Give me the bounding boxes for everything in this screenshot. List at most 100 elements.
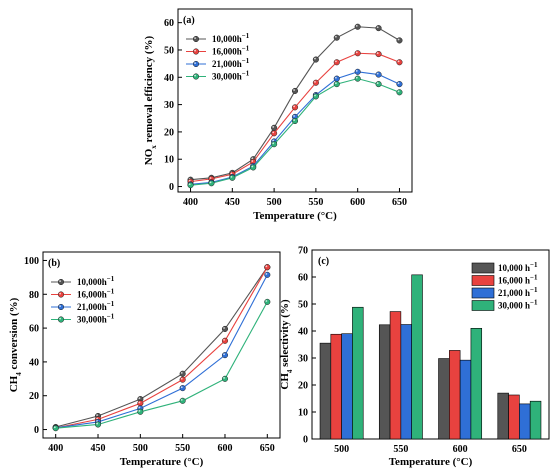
data-point-fill: [264, 271, 271, 278]
data-point-fill: [312, 56, 319, 63]
legend-marker-shine: [194, 49, 197, 52]
data-point-fill: [354, 23, 361, 30]
data-point-fill: [333, 81, 340, 88]
legend-entry-part: 21,000h: [77, 302, 107, 312]
data-point-shine: [397, 82, 400, 85]
data-point-shine: [397, 60, 400, 63]
data-point-shine: [138, 397, 141, 400]
panel-label: (b): [48, 258, 60, 269]
legend-marker-shine: [59, 280, 61, 282]
bar: [400, 324, 412, 440]
data-point: [375, 51, 382, 58]
legend-marker-fill: [192, 60, 200, 68]
data-point-shine: [180, 399, 183, 401]
panel-label: (a): [183, 15, 195, 26]
data-point-shine: [209, 181, 212, 184]
y-tick-label: 30: [298, 354, 308, 365]
data-point-shine: [180, 371, 183, 374]
data-point: [312, 56, 319, 63]
legend-marker-shine: [194, 62, 197, 64]
data-point-shine: [334, 82, 337, 85]
legend-marker: [192, 48, 200, 55]
legend-entry: 10,000h−1: [77, 275, 115, 287]
series-line-3: [190, 78, 400, 186]
data-point: [291, 87, 299, 94]
data-point: [375, 25, 382, 32]
y-axis-label-part: 4: [15, 372, 23, 376]
y-tick-label: 20: [164, 127, 174, 138]
data-point-shine: [180, 386, 183, 389]
data-point-fill: [52, 425, 59, 432]
data-point-shine: [230, 175, 233, 178]
data-point-shine: [272, 142, 275, 145]
data-point-fill: [291, 117, 299, 125]
x-tick-label: 500: [267, 197, 282, 208]
data-point: [333, 81, 340, 88]
data-point-shine: [180, 377, 183, 380]
legend-entry: 30,000h−1: [212, 70, 250, 82]
data-point-shine: [265, 273, 268, 275]
y-tick-label: 30: [164, 100, 174, 111]
data-point: [187, 182, 194, 189]
y-axis-label-part: removal efficiency (%): [143, 35, 155, 145]
data-point: [271, 141, 278, 148]
legend-entry-part: −1: [530, 299, 538, 307]
data-point: [333, 59, 340, 66]
data-point-shine: [251, 160, 254, 162]
legend-marker: [57, 291, 65, 298]
series-line-2: [55, 274, 268, 429]
bar: [529, 400, 542, 440]
legend-entry-part: −1: [107, 288, 115, 296]
legend-entry-part: 21,000 h: [498, 288, 530, 298]
data-point-shine: [397, 90, 400, 93]
y-tick-label: 20: [29, 391, 39, 402]
chart-2: 0 10 20 30 40 50 60 70 500 550 600 650 Temperature (…: [279, 246, 550, 468]
data-point-fill: [375, 25, 382, 32]
data-point: [396, 81, 403, 88]
y-tick-label: 70: [298, 246, 308, 257]
data-point-shine: [376, 26, 379, 29]
data-point-fill: [312, 93, 319, 100]
data-point-fill: [221, 337, 229, 344]
series-line-3: [55, 301, 268, 429]
data-point-shine: [209, 177, 212, 179]
bar: [449, 350, 461, 440]
legend-marker-shine: [59, 305, 61, 307]
data-point: [179, 397, 186, 404]
legend-marker-shine: [194, 37, 197, 39]
x-tick-label: 550: [308, 197, 323, 208]
data-point-fill: [137, 408, 144, 415]
data-point: [221, 337, 229, 344]
legend-marker-fill: [57, 291, 65, 298]
data-point-fill: [179, 370, 186, 377]
legend-marker-shine: [59, 292, 61, 295]
data-point-shine: [96, 414, 99, 417]
data-point-fill: [264, 264, 271, 271]
legend-marker: [192, 60, 200, 68]
data-point: [333, 34, 340, 41]
legend-marker-shine: [194, 74, 197, 77]
bar: [438, 358, 450, 440]
legend-swatch: [471, 287, 495, 299]
x-tick-label: 600: [350, 197, 365, 208]
data-point-fill: [396, 89, 403, 96]
data-point-fill: [291, 104, 299, 111]
legend-entry: 10,000 h−1: [498, 261, 538, 273]
data-point: [52, 425, 59, 432]
x-tick-label: 600: [453, 444, 468, 455]
data-point-fill: [396, 59, 403, 66]
data-point-shine: [314, 80, 316, 83]
legend-entry: 21,000 h−1: [498, 286, 538, 298]
data-point-shine: [355, 76, 358, 79]
data-point: [94, 421, 102, 428]
data-point-shine: [314, 57, 316, 60]
data-point: [396, 59, 403, 66]
data-point-shine: [293, 115, 295, 117]
y-axis-label-part: conversion (%): [8, 297, 20, 372]
data-point-fill: [271, 124, 278, 131]
legend-entry: 21,000h−1: [77, 300, 115, 312]
data-point-fill: [264, 298, 271, 305]
legend-entry-part: 30,000h: [77, 315, 107, 325]
legend-entry-part: 21,000h: [212, 59, 242, 69]
